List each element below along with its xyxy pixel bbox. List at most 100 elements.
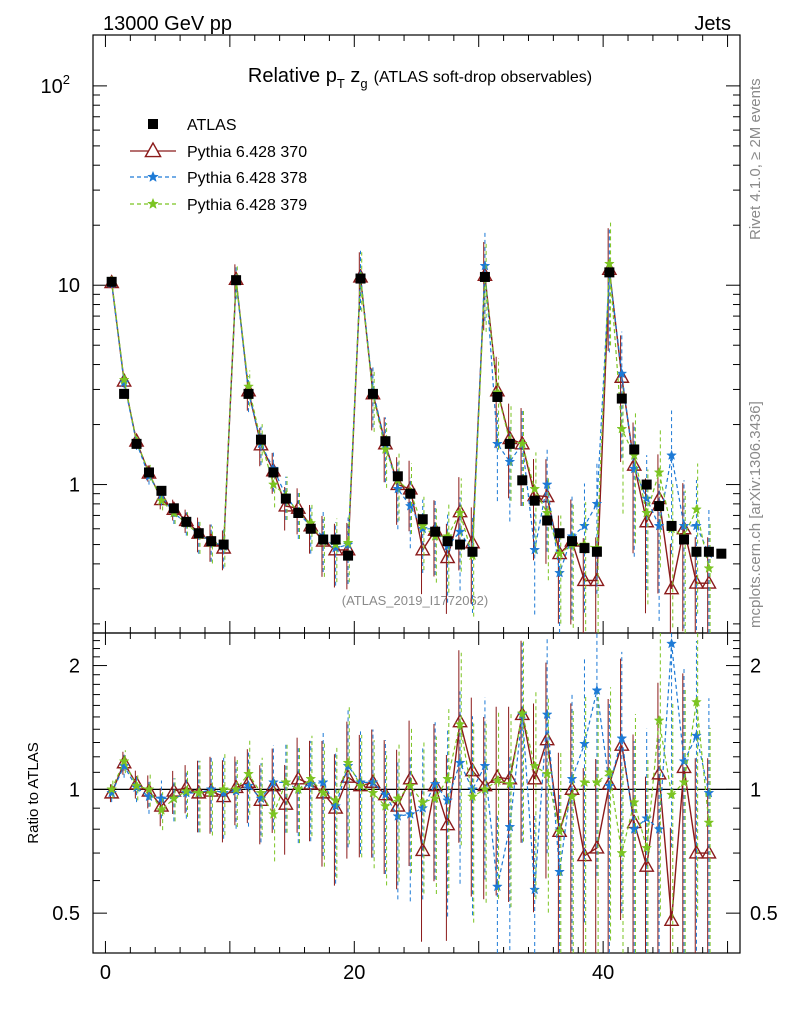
main-point-star [603, 258, 615, 269]
main-point-star [554, 547, 565, 559]
ratio-point-star [554, 866, 565, 877]
atlas-data-point [367, 388, 378, 399]
atlas-data-point [679, 534, 690, 545]
main-point-star [616, 367, 628, 379]
ratio-point-star [628, 823, 640, 834]
legend-label: ATLAS [187, 117, 237, 134]
atlas-data-point [591, 546, 602, 557]
main-point-star [554, 567, 565, 578]
atlas-data-point [641, 479, 652, 490]
ratio-point-star [106, 787, 118, 798]
atlas-data-point [666, 520, 677, 531]
ratio-point-star [504, 821, 516, 832]
ratio-point-star [491, 880, 503, 892]
atlas-data-point [156, 485, 167, 496]
atlas-data-point [343, 550, 354, 561]
atlas-data-point [231, 275, 242, 286]
atlas-data-point [504, 438, 515, 449]
ratio-point-star [193, 787, 205, 798]
atlas-data-point [318, 534, 329, 545]
atlas-data-point [629, 444, 640, 455]
x-tick-label: 0 [100, 962, 111, 984]
legend-label: Pythia 6.428 379 [187, 197, 307, 214]
ratio-point-star [205, 787, 217, 798]
main-point-star [404, 500, 416, 511]
ratio-point-star [616, 847, 628, 858]
ratio-point-star [342, 760, 354, 771]
ratio-point-star [379, 800, 391, 811]
legend-label: Pythia 6.428 370 [187, 144, 307, 161]
legend-marker-star [147, 197, 159, 209]
main-point-star [529, 544, 541, 555]
ratio-point-star [429, 778, 441, 789]
main-point-triangle [439, 549, 456, 564]
ratio-plot-frame [92, 632, 741, 954]
atlas-data-point [380, 436, 391, 447]
ratio-point-star [678, 755, 690, 766]
ratio-point-triangle [638, 857, 655, 872]
ratio-point-triangle [701, 844, 717, 859]
ratio-point-star [243, 780, 254, 791]
axes-group: 0 20 40 1 10 102 0.5 0.5 1 1 2 2 [41, 35, 778, 984]
mcplots-label: mcplots.cern.ch [arXiv:1306.3436] [747, 401, 764, 628]
main-point-star [641, 507, 653, 518]
ratio-point-star [703, 816, 715, 828]
ratio-point-star [143, 783, 155, 794]
ratio-point-star [666, 789, 677, 800]
ratio-point-star [156, 804, 167, 815]
ratio-point-star [243, 768, 254, 779]
main-point-triangle [663, 580, 680, 595]
ratio-point-star [442, 794, 454, 806]
main-point-star [454, 525, 466, 537]
ratio-y-tick-label: 1 [69, 779, 80, 801]
atlas-data-point [716, 548, 727, 559]
atlas-data-point [268, 467, 279, 478]
atlas-data-point [703, 546, 714, 557]
ratio-point-star [429, 792, 441, 804]
atlas-data-point [467, 546, 478, 557]
main-point-star [591, 498, 603, 509]
main-point-star [243, 380, 254, 392]
ratio-point-star [566, 790, 578, 802]
ratio-point-star [118, 760, 130, 771]
main-point-triangle [576, 572, 593, 587]
atlas-data-point [517, 475, 528, 486]
title-z: z [345, 65, 361, 87]
main-point-star [504, 456, 516, 467]
atlas-data-point [293, 507, 304, 518]
atlas-data-point [218, 539, 229, 550]
atlas-data-point [106, 276, 117, 287]
title-suffix: (ATLAS soft-drop observables) [374, 69, 592, 86]
atlas-data-point [616, 393, 627, 404]
ratio-point-star [330, 794, 342, 806]
ratio-point-star [168, 792, 180, 804]
atlas-data [106, 267, 727, 561]
chart-title: Relative pT zg (ATLAS soft-drop observabl… [248, 65, 592, 91]
ratio-point-star [268, 808, 279, 819]
main-point-star [653, 466, 665, 478]
ratio-point-star [106, 783, 118, 794]
ratio-point-star [616, 732, 628, 744]
ratio-point-star [404, 780, 416, 791]
ratio-point-star [491, 774, 503, 786]
legend: ATLAS Pythia 6.428 370 Pythia 6.428 378 Pyt… [130, 117, 307, 214]
ratio-point-star [516, 707, 528, 718]
ratio-point-star [467, 790, 478, 802]
atlas-data-point [654, 501, 665, 512]
process-label: Jets [694, 13, 731, 35]
main-point-star [703, 562, 715, 573]
ratio-point-star [230, 783, 242, 794]
atlas-data-point [330, 534, 341, 545]
ratio-point-star [554, 825, 565, 837]
ratio-point-star [367, 776, 379, 787]
ratio-point-star [454, 757, 466, 768]
ratio-point-star [591, 776, 603, 787]
atlas-data-point [206, 536, 217, 547]
legend-marker-atlas [148, 119, 158, 129]
atlas-data-point [255, 434, 266, 445]
atlas-data-point [579, 543, 590, 554]
ratio-point-star [541, 768, 553, 779]
atlas-data-point [529, 495, 540, 506]
ratio-point-star [603, 780, 615, 791]
main-point-star [616, 423, 628, 434]
